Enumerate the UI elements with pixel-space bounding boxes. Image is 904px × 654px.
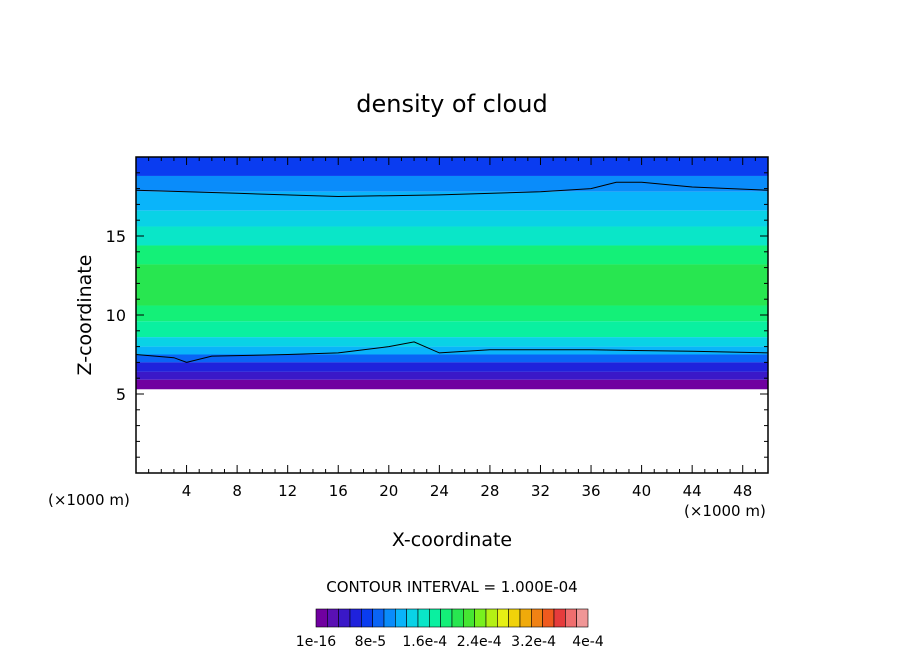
colorbar-swatch bbox=[406, 608, 419, 628]
x-axis-label: X-coordinate bbox=[392, 529, 512, 551]
colorbar-swatch bbox=[474, 608, 487, 628]
colorbar bbox=[315, 608, 589, 628]
x-tick-label: 48 bbox=[733, 482, 752, 500]
axis-ticks bbox=[136, 157, 768, 473]
plot-area bbox=[135, 156, 769, 474]
y-tick-labels: 5 10 15 bbox=[106, 227, 126, 404]
colorbar-swatch bbox=[463, 608, 475, 628]
colorbar-swatch bbox=[542, 608, 555, 628]
colorbar-swatch bbox=[553, 608, 566, 628]
x-tick-label: 28 bbox=[480, 482, 499, 500]
y-tick-label: 10 bbox=[106, 306, 126, 325]
colorbar-swatch bbox=[440, 608, 453, 628]
y-axis-label: Z-coordinate bbox=[74, 255, 96, 376]
y-tick-label: 5 bbox=[116, 385, 126, 404]
colorbar-swatch bbox=[519, 608, 532, 628]
x-tick-label: 12 bbox=[278, 482, 297, 500]
contour-band-12 bbox=[136, 362, 768, 372]
contour-band-7 bbox=[136, 305, 768, 322]
y-tick-label: 15 bbox=[106, 227, 126, 246]
colorbar-swatch bbox=[508, 608, 521, 628]
colorbar-swatch bbox=[565, 608, 577, 628]
contour-band-4 bbox=[136, 226, 768, 246]
colorbar-swatch bbox=[485, 608, 498, 628]
colorbar-swatch bbox=[576, 608, 589, 628]
colorbar-label: 1.6e-4 bbox=[402, 634, 447, 650]
colorbar-swatch bbox=[429, 608, 441, 628]
contour-band-6 bbox=[136, 264, 768, 306]
colorbar-label: 1e-16 bbox=[296, 634, 336, 650]
x-tick-label: 4 bbox=[182, 482, 192, 500]
colorbar-swatch bbox=[361, 608, 373, 628]
contour-interval-text: CONTOUR INTERVAL = 1.000E-04 bbox=[326, 578, 577, 596]
chart-title: density of cloud bbox=[356, 90, 547, 118]
colorbar-swatch bbox=[315, 608, 328, 628]
x-tick-label: 32 bbox=[531, 482, 550, 500]
x-tick-labels: 4 8 12 16 20 24 28 32 36 40 44 48 bbox=[182, 482, 752, 500]
colorbar-swatch bbox=[451, 608, 464, 628]
contour-band-2 bbox=[136, 191, 768, 211]
contour-band-13 bbox=[136, 371, 768, 380]
x-tick-label: 40 bbox=[632, 482, 651, 500]
colorbar-swatch bbox=[395, 608, 407, 628]
colorbar-label: 4e-4 bbox=[572, 634, 604, 650]
colorbar-swatch bbox=[338, 608, 351, 628]
contour-band-1 bbox=[136, 175, 768, 192]
x-tick-label: 24 bbox=[430, 482, 449, 500]
colorbar-labels: 1e-16 8e-5 1.6e-4 2.4e-4 3.2e-4 4e-4 bbox=[296, 634, 604, 650]
contour-line-lower bbox=[135, 341, 769, 363]
colorbar-swatch bbox=[327, 608, 339, 628]
x-tick-label: 44 bbox=[683, 482, 702, 500]
contour-fill-bands bbox=[136, 157, 768, 390]
colorbar-label: 8e-5 bbox=[355, 634, 386, 650]
colorbar-swatch bbox=[349, 608, 362, 628]
colorbar-swatch bbox=[497, 608, 509, 628]
contour-band-9 bbox=[136, 337, 768, 347]
contour-band-10 bbox=[136, 346, 768, 355]
contour-band-11 bbox=[136, 354, 768, 363]
x-unit-left: (×1000 m) bbox=[48, 491, 130, 509]
contour-line-upper bbox=[135, 181, 769, 198]
x-tick-label: 20 bbox=[379, 482, 398, 500]
contour-lines bbox=[135, 181, 769, 363]
contour-band-0 bbox=[136, 157, 768, 176]
colorbar-swatch bbox=[417, 608, 430, 628]
x-tick-label: 36 bbox=[581, 482, 600, 500]
contour-band-5 bbox=[136, 245, 768, 265]
colorbar-swatch bbox=[372, 608, 385, 628]
colorbar-swatch bbox=[383, 608, 396, 628]
contour-band-8 bbox=[136, 321, 768, 338]
colorbar-swatch bbox=[531, 608, 543, 628]
contour-band-3 bbox=[136, 210, 768, 227]
x-tick-label: 8 bbox=[232, 482, 242, 500]
colorbar-label: 3.2e-4 bbox=[511, 634, 556, 650]
colorbar-label: 2.4e-4 bbox=[457, 634, 502, 650]
x-unit-right: (×1000 m) bbox=[684, 502, 766, 520]
x-tick-label: 16 bbox=[329, 482, 348, 500]
contour-band-14 bbox=[136, 379, 768, 390]
